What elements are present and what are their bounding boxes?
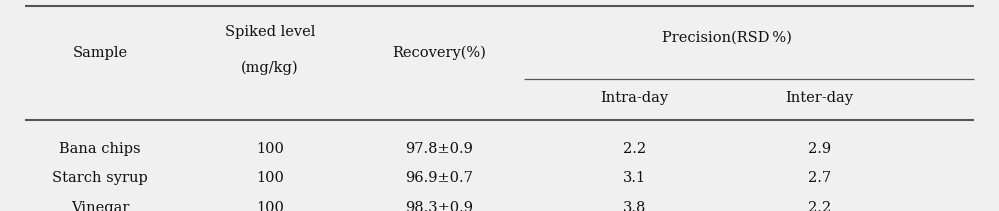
Text: 98.3±0.9: 98.3±0.9 [406, 201, 474, 211]
Text: 3.1: 3.1 [622, 171, 646, 185]
Text: 2.2: 2.2 [807, 201, 831, 211]
Text: 100: 100 [256, 171, 284, 185]
Text: Bana chips: Bana chips [59, 142, 141, 156]
Text: Starch syrup: Starch syrup [52, 171, 148, 185]
Text: (mg/kg): (mg/kg) [241, 60, 299, 75]
Text: 100: 100 [256, 201, 284, 211]
Text: 97.8±0.9: 97.8±0.9 [406, 142, 474, 156]
Text: Vinegar: Vinegar [71, 201, 129, 211]
Text: 2.9: 2.9 [807, 142, 831, 156]
Text: Inter-day: Inter-day [785, 91, 853, 105]
Text: 2.7: 2.7 [807, 171, 831, 185]
Text: Spiked level: Spiked level [225, 25, 315, 39]
Text: Sample: Sample [72, 46, 128, 60]
Text: Recovery(%): Recovery(%) [393, 46, 487, 60]
Text: 96.9±0.7: 96.9±0.7 [406, 171, 474, 185]
Text: 2.2: 2.2 [622, 142, 646, 156]
Text: Intra-day: Intra-day [600, 91, 668, 105]
Text: Precision(RSD %): Precision(RSD %) [661, 31, 792, 45]
Text: 3.8: 3.8 [622, 201, 646, 211]
Text: 100: 100 [256, 142, 284, 156]
